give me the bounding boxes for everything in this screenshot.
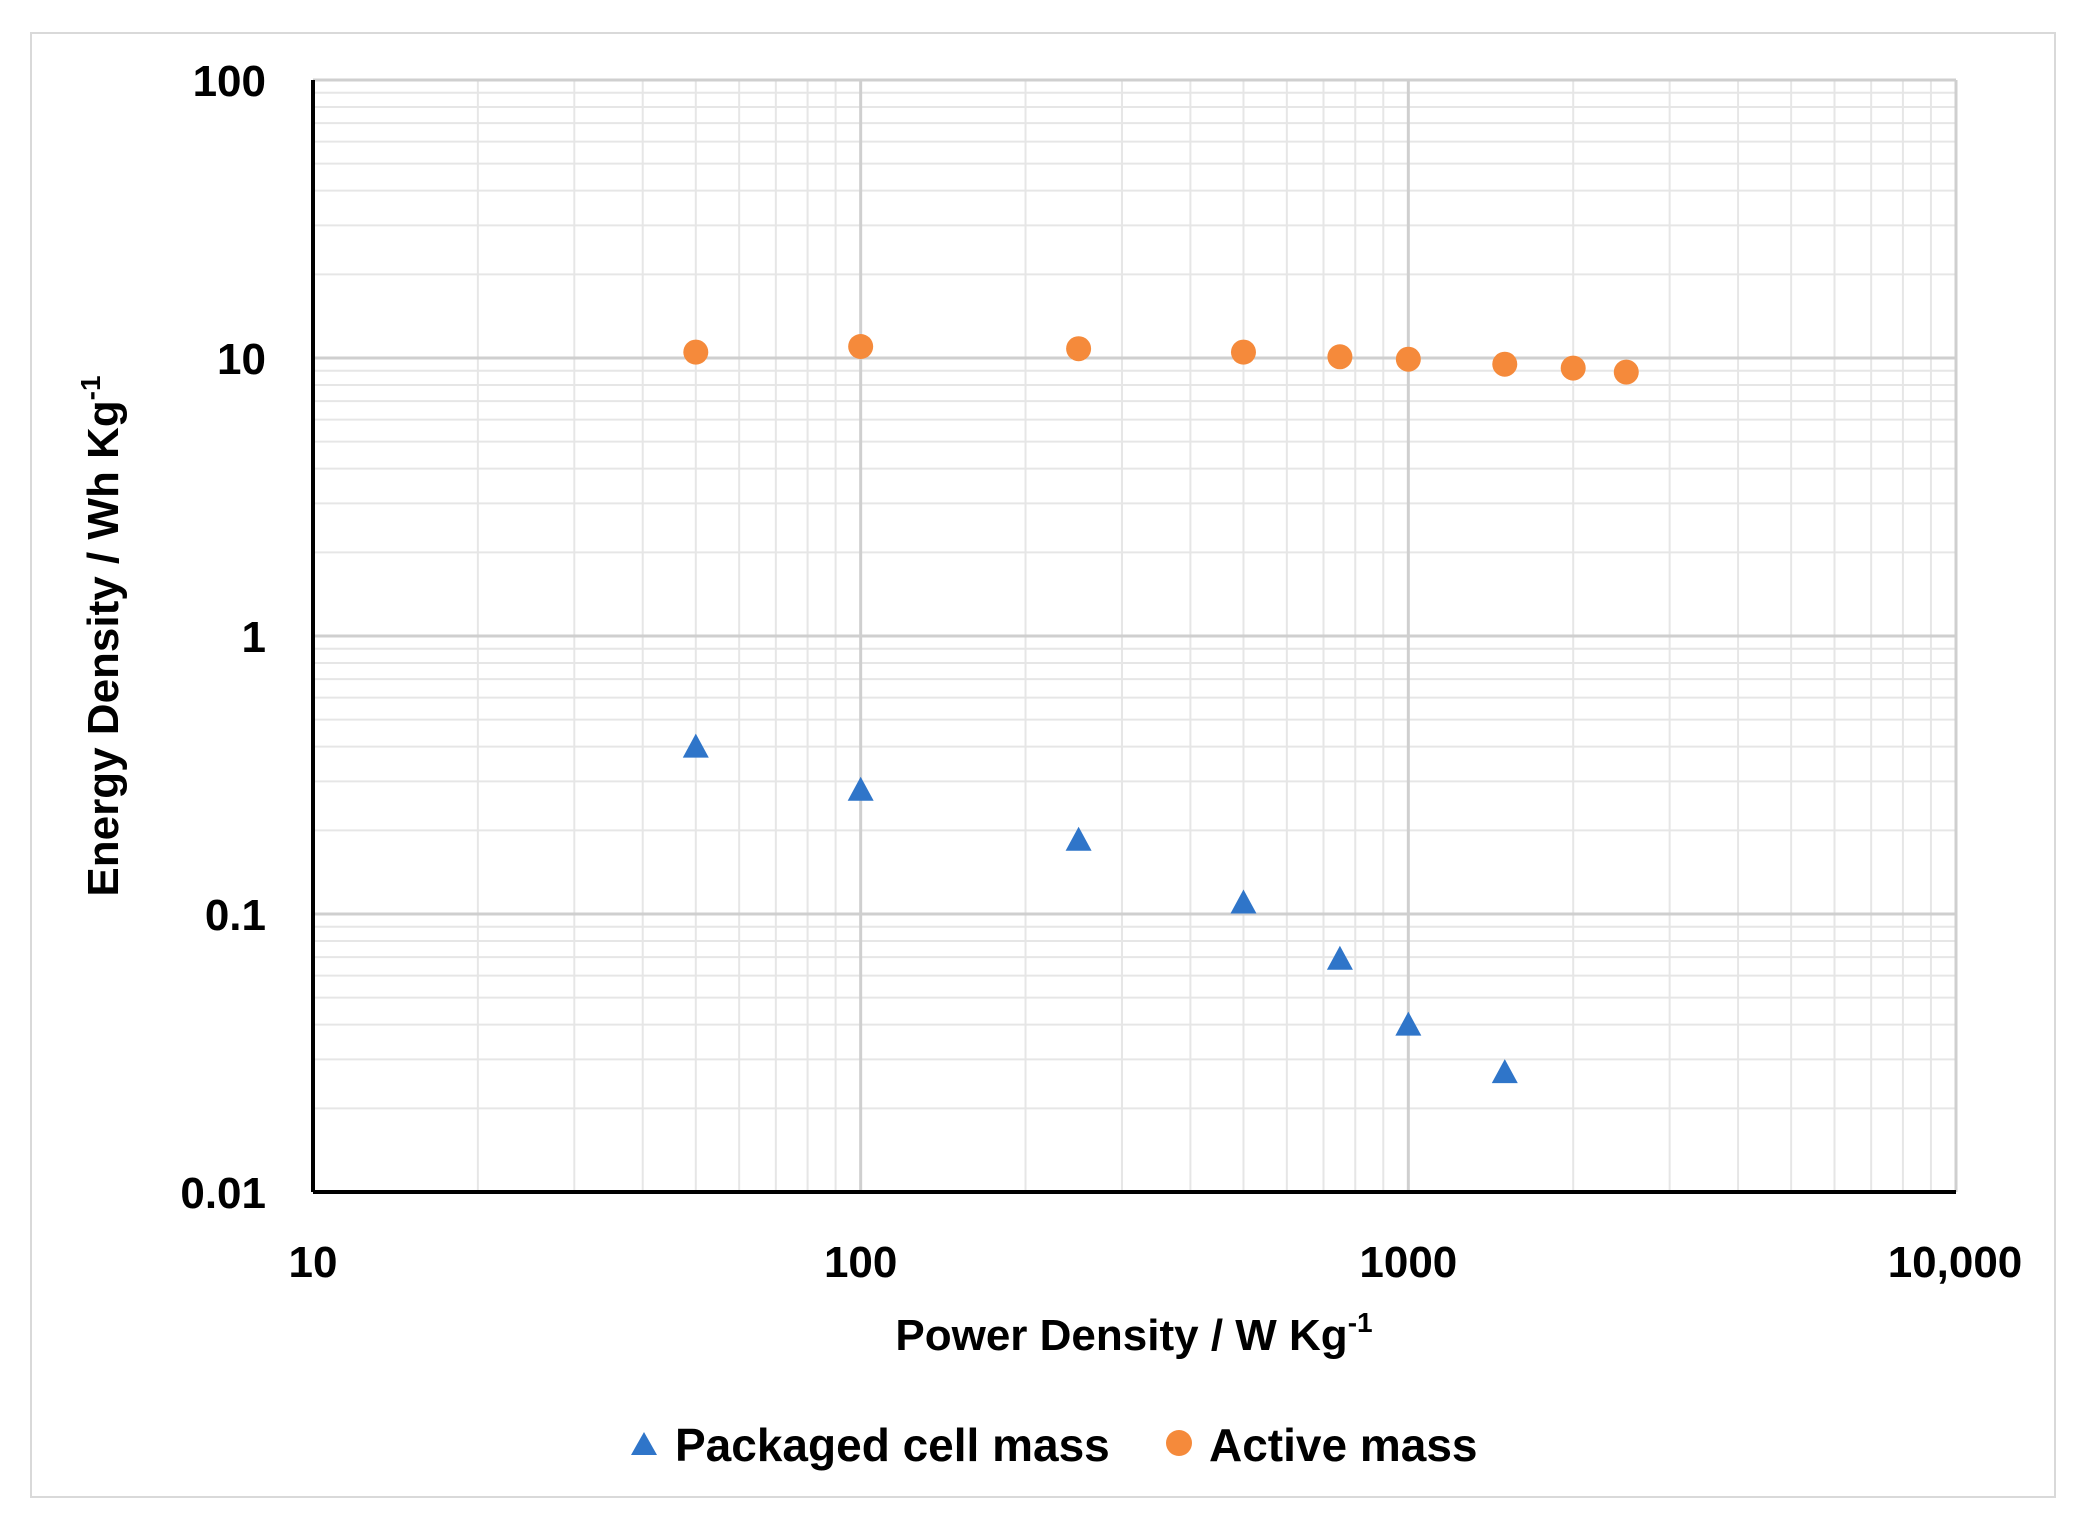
active-mass-point (683, 339, 709, 365)
y-axis-title-text: Energy Density / Wh Kg (79, 400, 128, 896)
y-tick-label: 0.01 (180, 1169, 266, 1218)
y-tick-label: 10 (217, 335, 266, 384)
active-mass-point (1066, 336, 1092, 362)
packaged-cell-mass-point (1065, 826, 1092, 851)
active-mass-point (1230, 339, 1256, 365)
packaged-cell-mass-point (1326, 945, 1353, 970)
packaged-cell-mass-point (682, 733, 709, 758)
legend-label-packaged: Packaged cell mass (675, 1419, 1110, 1471)
y-tick-labels: 0.01 0.1 1 10 100 (180, 57, 266, 1218)
active-mass-point (1492, 351, 1518, 377)
active-mass-point (1560, 355, 1586, 381)
x-tick-label: 1000 (1359, 1238, 1457, 1287)
x-tick-label: 100 (824, 1238, 897, 1287)
x-axis-title: Power Density / W Kg-1 (895, 1307, 1372, 1360)
x-tick-label: 10 (289, 1238, 338, 1287)
packaged-cell-mass-point (1230, 889, 1257, 914)
axes (311, 80, 1956, 1194)
x-axis-title-sup: -1 (1348, 1307, 1373, 1338)
legend-circle-marker (1166, 1430, 1192, 1456)
active-mass-point (848, 333, 874, 359)
y-tick-label: 1 (242, 613, 266, 662)
y-tick-label: 0.1 (205, 891, 266, 940)
packaged-cell-mass-point (1395, 1011, 1422, 1036)
legend-label-active: Active mass (1209, 1419, 1478, 1471)
y-tick-label: 100 (193, 57, 266, 106)
x-tick-label: 10,000 (1888, 1238, 2023, 1287)
y-axis-title-sup: -1 (75, 375, 106, 400)
x-tick-labels: 10 100 1000 10,000 (289, 1238, 2023, 1287)
x-axis-title-text: Power Density / W Kg (895, 1311, 1347, 1360)
y-axis-title: Energy Density / Wh Kg-1 (75, 375, 128, 896)
active-mass-point (1613, 359, 1639, 385)
data-points (682, 333, 1639, 1084)
legend: Packaged cell mass Active mass (631, 1419, 1478, 1471)
packaged-cell-mass-point (847, 776, 874, 801)
active-mass-point (1395, 346, 1421, 372)
legend-triangle-marker (631, 1432, 657, 1455)
packaged-cell-mass-point (1491, 1059, 1518, 1084)
active-mass-point (1327, 344, 1353, 370)
